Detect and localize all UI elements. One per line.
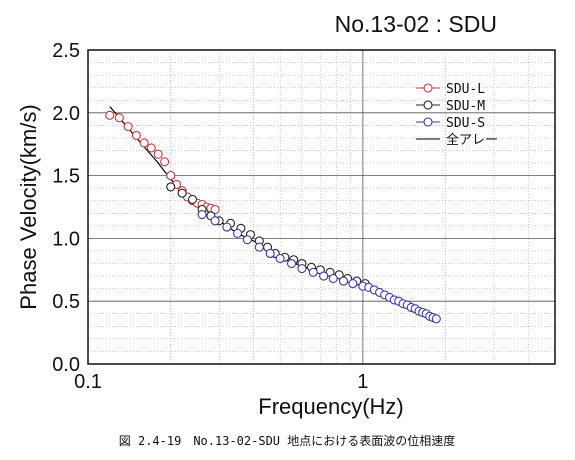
y-tick-label: 0.5 xyxy=(52,291,80,313)
legend-label: SDU-L xyxy=(446,82,485,97)
data-point xyxy=(105,110,115,120)
data-point xyxy=(139,138,149,148)
legend-marker xyxy=(423,100,433,110)
data-point xyxy=(166,182,176,192)
series xyxy=(105,106,441,324)
data-point xyxy=(242,235,252,245)
data-point xyxy=(123,122,133,132)
data-point xyxy=(177,188,187,198)
y-tick-label: 1.0 xyxy=(52,228,80,250)
x-tick-label: 0.1 xyxy=(74,371,102,393)
data-point xyxy=(232,228,243,238)
y-tick-label: 2.0 xyxy=(52,103,80,125)
legend-label: SDU-M xyxy=(446,99,485,114)
figure-caption: 図 2.4-19 No.13-02-SDU 地点における表面波の位相速度 xyxy=(119,433,456,448)
data-point xyxy=(338,276,349,286)
x-tick-labels: 0.1 1 xyxy=(74,371,368,393)
data-point xyxy=(308,267,318,277)
data-point xyxy=(319,271,329,281)
legend-marker xyxy=(423,83,433,93)
data-point xyxy=(275,253,285,264)
legend-label: SDU-S xyxy=(446,116,485,131)
data-point xyxy=(286,258,297,269)
chart-title: No.13-02 : SDU xyxy=(335,11,497,37)
data-point xyxy=(187,194,198,205)
data-point xyxy=(131,130,141,140)
x-tick-label: 1 xyxy=(357,371,368,393)
data-point xyxy=(431,314,441,324)
plot-frame xyxy=(87,49,556,365)
y-axis-label: Phase Velocity(km/s) xyxy=(16,104,41,309)
data-point xyxy=(160,157,170,167)
data-point xyxy=(153,149,163,159)
data-point xyxy=(297,263,307,274)
data-point xyxy=(166,171,176,181)
y-tick-label: 1.5 xyxy=(52,166,80,188)
data-point xyxy=(146,143,156,153)
data-point xyxy=(222,222,232,232)
legend-marker xyxy=(423,117,433,127)
data-point xyxy=(254,242,264,252)
legend-label: 全アレー xyxy=(446,132,498,148)
data-point xyxy=(328,274,338,284)
y-tick-labels: 0.0 0.5 1.0 1.5 2.0 2.5 xyxy=(52,40,80,376)
data-point xyxy=(348,279,358,289)
x-axis-label: Frequency(Hz) xyxy=(258,394,403,419)
grid xyxy=(88,50,555,364)
y-tick-label: 0.0 xyxy=(52,354,80,376)
data-point xyxy=(210,216,220,226)
data-point xyxy=(265,248,275,259)
y-tick-label: 2.5 xyxy=(52,40,80,62)
data-point xyxy=(197,209,207,220)
data-point xyxy=(210,204,220,215)
data-point xyxy=(114,113,124,123)
